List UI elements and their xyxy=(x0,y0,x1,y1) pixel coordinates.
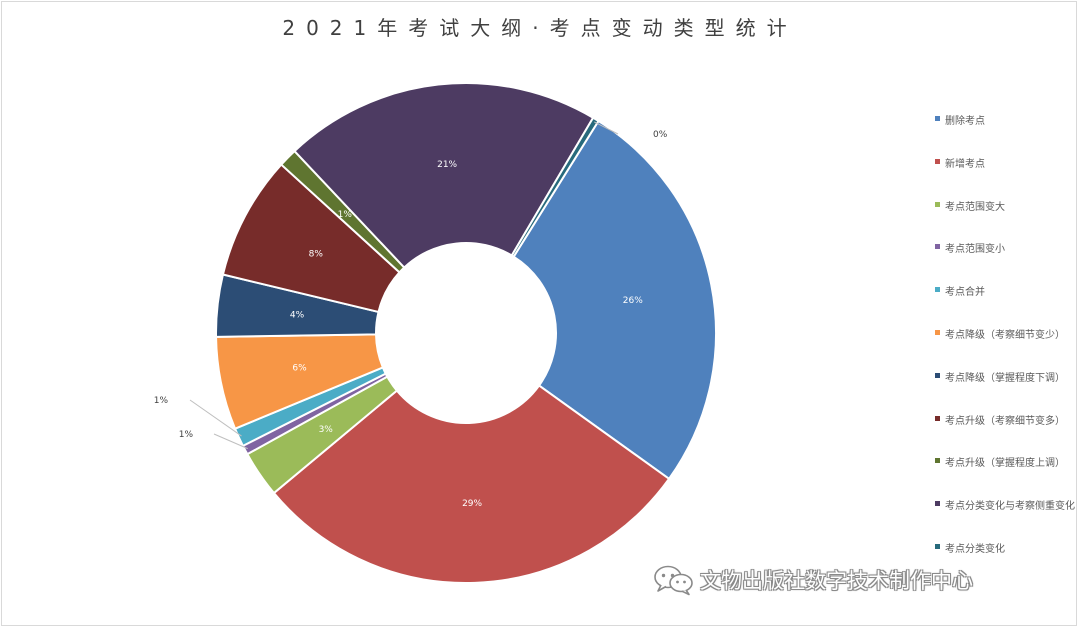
slice-data-label: 21% xyxy=(437,160,457,170)
slice-data-label: 4% xyxy=(290,310,305,320)
legend-swatch xyxy=(935,158,940,164)
wechat-icon xyxy=(654,565,693,596)
legend-swatch xyxy=(935,201,940,207)
legend-item: 考点升级（考察细节变多） xyxy=(935,412,1080,455)
slice-data-label: 29% xyxy=(462,499,482,509)
legend-label: 考点降级（考察细节变少） xyxy=(945,329,1065,341)
legend-swatch xyxy=(935,543,940,549)
leader-line xyxy=(213,433,248,450)
slice-data-label: 3% xyxy=(319,425,334,435)
legend-item: 考点升级（掌握程度上调） xyxy=(935,454,1080,497)
legend-label: 考点升级（考察细节变多） xyxy=(945,415,1065,427)
legend-label: 删除考点 xyxy=(945,116,985,127)
legend-item: 删除考点 xyxy=(935,112,1080,155)
legend-label: 考点合并 xyxy=(945,287,985,299)
legend-item: 新增考点 xyxy=(935,155,1080,198)
legend-item: 考点范围变大 xyxy=(935,198,1080,241)
legend-swatch xyxy=(935,458,940,464)
legend-swatch xyxy=(935,501,940,507)
watermark: 文物出版社数字技术制作中心 xyxy=(652,560,973,600)
legend-item: 考点范围变小 xyxy=(935,240,1080,283)
leader-lines xyxy=(189,121,619,450)
data-labels: 26% 29% 3% 1% 1% 6% 4% 8% 1% 21% 0% xyxy=(154,130,668,509)
legend-label: 考点升级（掌握程度上调） xyxy=(945,458,1065,470)
slice-data-label: 1% xyxy=(179,430,194,440)
legend-label: 新增考点 xyxy=(945,158,985,170)
legend-item: 考点降级（考察细节变少） xyxy=(935,326,1080,369)
leader-line xyxy=(189,399,242,437)
legend-item: 考点分类变化 xyxy=(935,540,1080,583)
slice-data-label: 1% xyxy=(154,396,169,406)
slice-data-label: 8% xyxy=(309,249,324,259)
donut-slice xyxy=(272,384,671,584)
legend-swatch xyxy=(935,244,940,250)
legend-label: 考点降级（掌握程度下调） xyxy=(945,372,1065,384)
legend-swatch xyxy=(935,415,940,421)
slice-data-label: 1% xyxy=(338,210,353,220)
legend-swatch xyxy=(935,329,940,335)
legend-label: 考点分类变化 xyxy=(945,543,1005,555)
chart-title: 2021年考试大纲·考点变动类型统计 xyxy=(282,16,798,40)
slice-data-label: 0% xyxy=(653,130,668,140)
legend-label: 考点范围变小 xyxy=(945,244,1005,256)
legend-label: 考点范围变大 xyxy=(945,201,1005,213)
legend: 删除考点新增考点考点范围变大 考点范围变小 考点合并考点降级（考察细节变少） 考点降级… xyxy=(935,112,1080,583)
slice-data-label: 6% xyxy=(292,363,307,373)
donut-slice xyxy=(293,82,595,269)
donut-slices xyxy=(215,82,717,584)
legend-swatch xyxy=(935,287,940,293)
watermark-text: 文物出版社数字技术制作中心 xyxy=(700,569,973,593)
legend-swatch xyxy=(935,116,940,121)
donut-slice xyxy=(512,119,717,481)
legend-swatch xyxy=(935,372,940,378)
legend-item: 考点合并 xyxy=(935,283,1080,326)
donut-slice xyxy=(510,116,600,259)
legend-label: 考点分类变化与考察侧重变化 xyxy=(945,501,1075,513)
legend-item: 考点分类变化与考察侧重变化 xyxy=(935,497,1080,540)
slice-data-label: 26% xyxy=(623,296,643,306)
leader-line xyxy=(594,121,619,135)
legend-item: 考点降级（掌握程度下调） xyxy=(935,369,1080,412)
